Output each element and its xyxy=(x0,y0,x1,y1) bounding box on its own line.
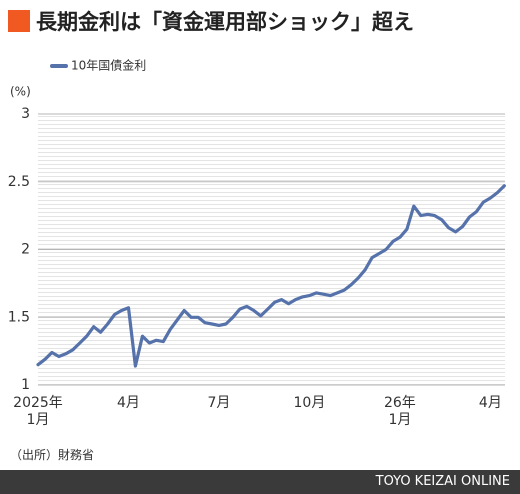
footer-bar: TOYO KEIZAI ONLINE xyxy=(0,470,520,494)
data-line xyxy=(36,184,506,368)
y-tick-label: 3 xyxy=(21,106,30,122)
source: （出所）財務省 xyxy=(10,448,95,462)
footer-text: TOYO KEIZAI ONLINE xyxy=(375,474,510,489)
y-tick-label: 1 xyxy=(21,377,30,393)
x-tick-label: 4月 xyxy=(117,395,140,411)
x-tick-label: 4月 xyxy=(478,395,502,411)
y-tick-label: 1.5 xyxy=(8,309,30,325)
x-tick-label: 10月 xyxy=(293,395,326,411)
legend-label: 10年国債金利 xyxy=(71,58,146,73)
chart: (%) 1 1.5 2 2.5 3 10年国債金利 xyxy=(8,58,506,393)
title-marker xyxy=(8,10,30,32)
x-tick-label: 2025年 1月 xyxy=(13,395,63,428)
y-unit: (%) xyxy=(10,85,31,99)
y-tick-label: 2 xyxy=(21,242,30,258)
x-tick-label: 26年 1月 xyxy=(383,395,416,428)
x-tick-label: 7月 xyxy=(207,395,231,411)
y-tick-label: 2.5 xyxy=(8,174,30,190)
chart-title: 長期金利は「資金運用部ショック」超え xyxy=(36,10,414,34)
